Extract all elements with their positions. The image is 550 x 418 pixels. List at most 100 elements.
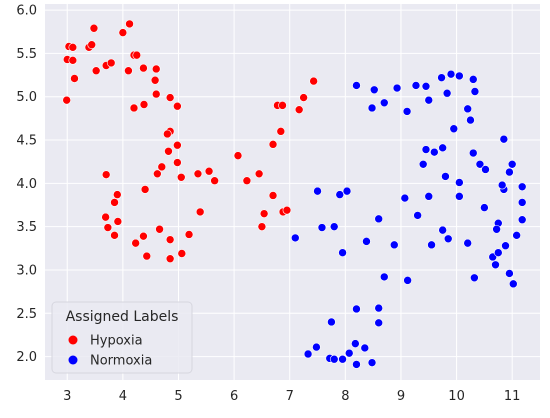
data-point-hypoxia: [165, 235, 175, 244]
data-point-hypoxia: [139, 63, 148, 73]
data-point-normoxia: [430, 147, 439, 157]
legend: Assigned Labels Hypoxia Normoxia: [51, 301, 193, 374]
data-point-hypoxia: [101, 170, 111, 179]
data-point-hypoxia: [89, 23, 99, 33]
data-point-normoxia: [374, 214, 384, 224]
data-point-hypoxia: [101, 212, 110, 222]
data-point-hypoxia: [176, 172, 186, 182]
x-tick-label: 5: [174, 389, 182, 404]
data-point-normoxia: [369, 85, 379, 95]
data-point-normoxia: [512, 231, 521, 240]
data-point-normoxia: [497, 180, 507, 190]
data-point-normoxia: [367, 358, 377, 367]
legend-marker-normoxia: [68, 355, 78, 365]
data-point-normoxia: [327, 317, 336, 327]
y-tick-label: 6.0: [16, 4, 37, 19]
data-point-hypoxia: [142, 251, 152, 261]
y-tick-labels: 2.0 2.5 3.0 3.5 4.0 4.5 5.0 5.5 6.0: [16, 4, 37, 366]
data-point-normoxia: [468, 148, 478, 158]
data-point-hypoxia: [242, 176, 252, 186]
grid-lines: [45, 4, 540, 380]
data-point-hypoxia: [113, 190, 122, 199]
x-tick-label: 9: [397, 389, 405, 404]
data-point-hypoxia: [70, 74, 79, 83]
data-point-normoxia: [303, 349, 313, 359]
data-point-hypoxia: [110, 231, 119, 240]
x-tick-label: 10: [448, 389, 465, 404]
data-point-hypoxia: [184, 230, 194, 239]
x-tick-label: 7: [286, 389, 294, 404]
data-point-normoxia: [352, 304, 361, 314]
data-point-hypoxia: [259, 209, 269, 218]
legend-marker-hypoxia: [68, 335, 78, 345]
legend-box: [51, 301, 193, 374]
data-point-normoxia: [517, 215, 527, 225]
data-point-hypoxia: [204, 166, 214, 176]
data-point-normoxia: [418, 159, 428, 169]
data-point-hypoxia: [163, 129, 172, 139]
data-point-hypoxia: [113, 217, 123, 226]
data-point-normoxia: [492, 224, 501, 234]
y-tick-label: 2.5: [16, 307, 37, 322]
x-tick-label: 4: [119, 389, 127, 404]
data-point-normoxia: [481, 165, 490, 174]
data-point-normoxia: [466, 115, 475, 125]
x-tick-label: 6: [230, 389, 238, 404]
data-point-hypoxia: [254, 169, 264, 179]
data-point-hypoxia: [282, 205, 292, 215]
y-tick-label: 5.5: [16, 47, 37, 62]
data-point-normoxia: [449, 124, 459, 134]
data-point-normoxia: [455, 192, 464, 201]
data-point-hypoxia: [68, 56, 78, 65]
data-point-hypoxia: [165, 254, 175, 264]
data-point-hypoxia: [193, 169, 203, 179]
data-point-hypoxia: [91, 66, 101, 76]
data-point-hypoxia: [62, 95, 71, 105]
data-point-hypoxia: [151, 89, 161, 99]
legend-label-hypoxia: Hypoxia: [90, 334, 143, 349]
data-point-hypoxia: [118, 28, 128, 37]
data-point-normoxia: [413, 211, 422, 220]
data-point-normoxia: [470, 273, 479, 283]
data-point-normoxia: [392, 83, 402, 93]
data-point-normoxia: [290, 233, 300, 243]
data-point-normoxia: [360, 343, 370, 353]
data-point-normoxia: [424, 192, 434, 201]
data-point-normoxia: [437, 73, 446, 82]
data-point-hypoxia: [173, 101, 182, 111]
data-point-hypoxia: [110, 198, 119, 207]
legend-title: Assigned Labels: [66, 309, 179, 325]
data-point-normoxia: [455, 178, 464, 187]
x-tick-label: 11: [504, 389, 521, 404]
data-point-normoxia: [427, 240, 436, 250]
data-point-normoxia: [468, 75, 478, 84]
data-point-normoxia: [463, 104, 472, 114]
data-point-normoxia: [493, 248, 503, 257]
data-point-hypoxia: [106, 58, 116, 68]
data-point-hypoxia: [131, 238, 140, 248]
data-point-normoxia: [352, 81, 361, 90]
data-point-hypoxia: [132, 50, 142, 60]
data-point-hypoxia: [125, 19, 134, 29]
data-point-normoxia: [335, 190, 345, 199]
legend-label-normoxia: Normoxia: [90, 354, 152, 369]
data-point-normoxia: [475, 159, 485, 169]
data-point-normoxia: [470, 87, 480, 96]
data-point-normoxia: [438, 225, 447, 235]
data-point-normoxia: [499, 134, 509, 144]
data-point-normoxia: [338, 354, 347, 364]
data-point-normoxia: [505, 269, 514, 278]
x-tick-label: 8: [341, 389, 349, 404]
y-tick-label: 3.0: [16, 263, 37, 278]
data-point-hypoxia: [68, 43, 78, 52]
data-point-hypoxia: [257, 222, 267, 231]
data-point-normoxia: [446, 69, 456, 79]
data-point-normoxia: [438, 143, 447, 153]
data-point-hypoxia: [157, 162, 167, 172]
data-point-hypoxia: [124, 66, 133, 76]
y-tick-label: 3.5: [16, 220, 37, 235]
data-point-normoxia: [379, 272, 389, 282]
y-tick-label: 4.5: [16, 134, 37, 149]
data-point-normoxia: [352, 360, 361, 369]
data-point-hypoxia: [139, 100, 149, 109]
